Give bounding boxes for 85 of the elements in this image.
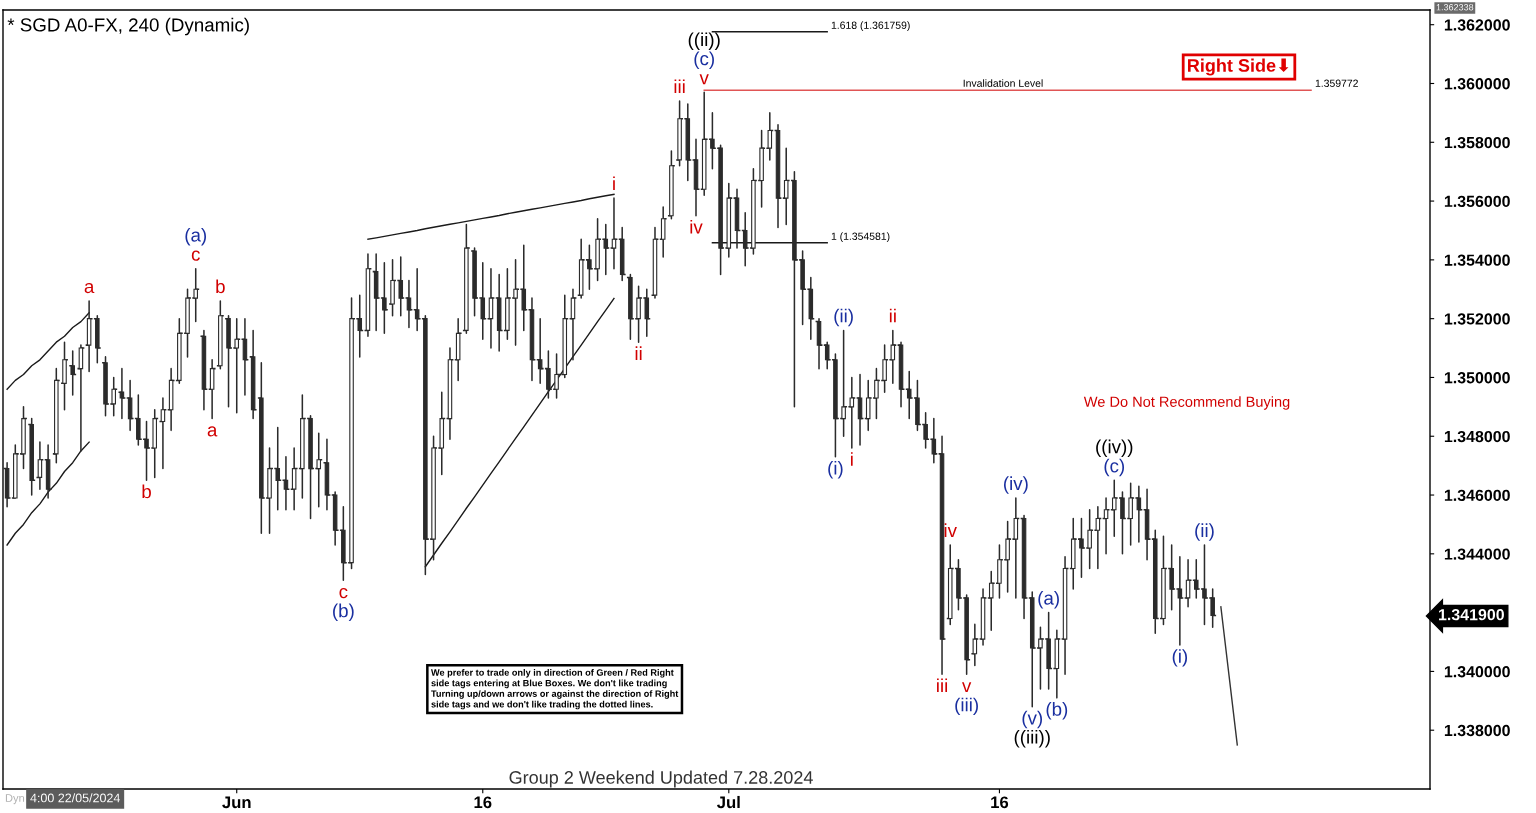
candlestick — [216, 300, 225, 370]
candlestick — [609, 197, 619, 270]
candlestick — [35, 441, 45, 490]
y-tick-label: 1.360000 — [1444, 78, 1510, 90]
text: (ii) — [834, 308, 853, 327]
text: iv — [690, 219, 703, 234]
line-series — [424, 297, 615, 568]
line-series — [6, 312, 90, 390]
candlestick — [486, 267, 496, 349]
y-tick-label: 1.352000 — [1444, 313, 1510, 325]
candlestick — [896, 341, 906, 408]
annotation: 1.359772 — [1315, 79, 1358, 87]
text: (i) — [828, 460, 843, 479]
candlestick — [568, 288, 578, 361]
candlestick — [76, 344, 86, 452]
candlestick — [732, 188, 742, 249]
text: (iv) — [1003, 476, 1028, 494]
text: i — [613, 176, 615, 191]
candlestick — [248, 329, 258, 420]
candlestick — [404, 279, 414, 329]
y-tick-label: 1.362000 — [1444, 19, 1510, 31]
y-tick-label: 1.356000 — [1444, 195, 1510, 208]
candlestick — [453, 317, 463, 382]
annotation: Invalidation Level — [963, 79, 1043, 87]
text: a — [207, 426, 218, 437]
text: ii — [635, 346, 642, 360]
line-series — [367, 193, 615, 240]
text: (i) — [1172, 649, 1188, 667]
x-tick-label: Jun — [222, 796, 251, 809]
candlestick — [1101, 497, 1111, 555]
text: ((ii)) (c) v — [688, 32, 720, 85]
y-tick-label: 1.338000 — [1444, 724, 1510, 737]
y-tick-label: 1.340000 — [1444, 666, 1510, 678]
y-tick-label: 1.348000 — [1444, 430, 1510, 443]
text: 1.341900 — [1439, 608, 1504, 621]
text: b — [216, 279, 225, 294]
annotation: 1.618 (1.361759) — [831, 21, 910, 31]
candlestick — [158, 397, 168, 470]
y-tick-label: 1.354000 — [1444, 254, 1510, 266]
text: i — [850, 452, 853, 466]
annotation: Right Side⬇ — [1188, 58, 1289, 76]
text: iii — [937, 678, 948, 693]
text: iii — [674, 79, 685, 94]
text: ii — [889, 308, 896, 323]
candlestick — [658, 206, 668, 258]
y-tick-label: 1.358000 — [1444, 136, 1510, 149]
annotation: We prefer to trade only in direction of Green / Red Right side tags entering at Blue Boxes. We don't like trading Turning up/down arrows or against the direction of Right side tags and we don't like trading the dotted lines. — [431, 669, 679, 710]
candlestick — [207, 359, 217, 420]
text: Dyn — [5, 794, 25, 805]
candlestick — [60, 341, 69, 411]
text: ((iv)) (c) — [1096, 439, 1133, 477]
text: (a) c — [185, 227, 207, 261]
candlestick — [617, 226, 627, 282]
text: (ii) — [1195, 523, 1214, 541]
text: (a) — [1038, 590, 1059, 609]
y-tick-label: 1.344000 — [1444, 548, 1510, 560]
chart-title: * SGD A0-FX, 240 (Dynamic) — [7, 17, 249, 36]
text: 4:00 22/05/2024 — [30, 793, 120, 803]
candlestick — [970, 623, 980, 667]
y-tick-label: 1.350000 — [1444, 372, 1510, 384]
candlestick — [667, 150, 676, 220]
candlestick — [978, 588, 988, 646]
candlestick — [462, 223, 471, 335]
text: 1.362338 — [1436, 4, 1474, 11]
candlestick — [322, 438, 332, 511]
x-tick-label: 16 — [474, 796, 492, 809]
y-tick-label: 1.346000 — [1444, 489, 1510, 501]
candlestick — [52, 367, 61, 464]
candlestick — [27, 417, 36, 496]
annotation: We Do Not Recommend Buying — [1083, 396, 1290, 410]
candlestick — [43, 444, 53, 499]
text: a — [84, 282, 95, 294]
x-tick-label: Jul — [717, 795, 740, 809]
candlestick — [68, 350, 77, 396]
text: c (b) — [333, 587, 354, 622]
x-tick-label: 16 — [991, 796, 1009, 809]
text: v (iii) — [955, 682, 978, 716]
text: b — [142, 484, 151, 499]
annotation: 1 (1.354581) — [831, 232, 890, 242]
candlestick — [855, 373, 865, 446]
candlestick — [117, 367, 127, 420]
text: iv — [944, 523, 957, 537]
candlestick — [691, 138, 701, 217]
candlestick — [814, 317, 824, 370]
annotation: Group 2 Weekend Updated 7.28.2024 — [509, 770, 813, 788]
